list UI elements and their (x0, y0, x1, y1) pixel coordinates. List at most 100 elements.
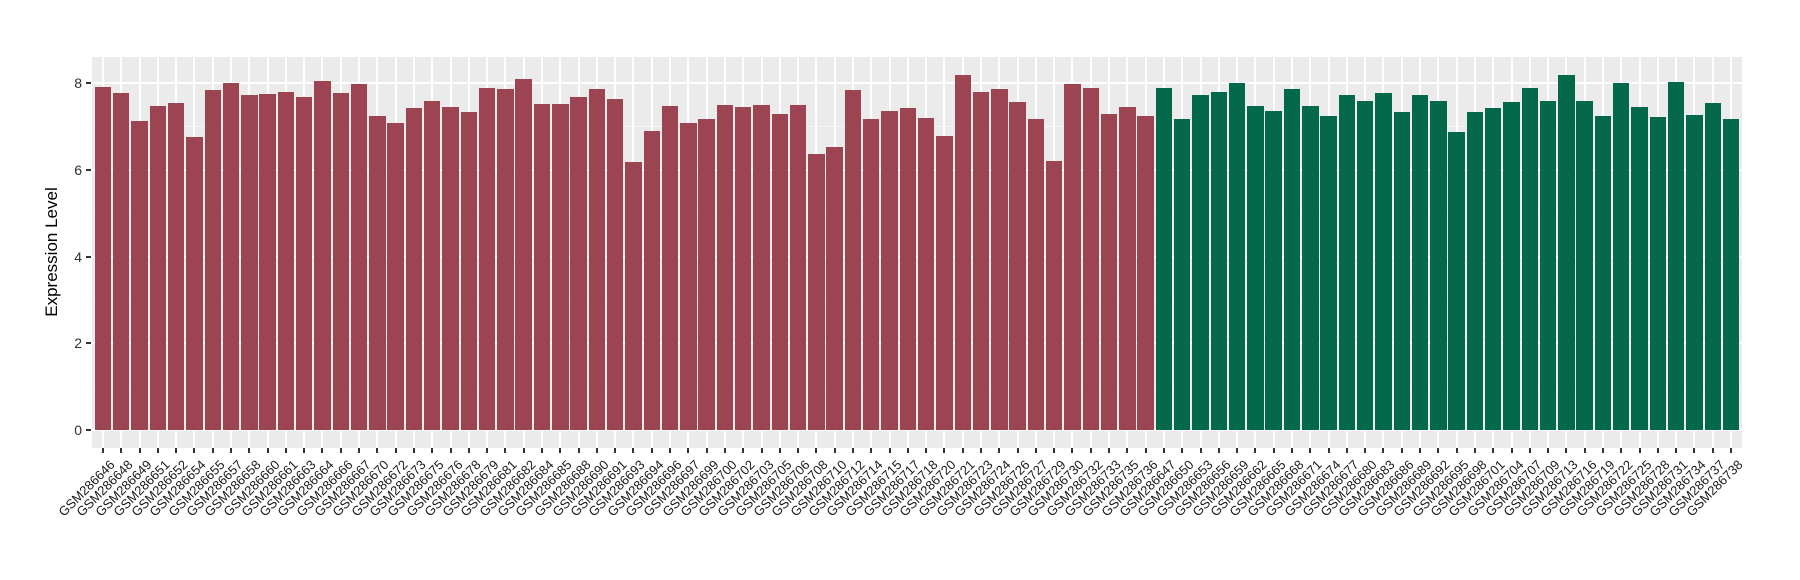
x-tick (632, 448, 635, 453)
bar-GSM286681 (497, 89, 514, 430)
gridline-minor-y (92, 299, 1742, 301)
bar-GSM286696 (661, 105, 679, 430)
x-tick (1400, 448, 1403, 453)
bar-GSM286700 (716, 104, 734, 430)
gridline-major-y (92, 342, 1742, 345)
y-tick-label: 6 (74, 161, 82, 178)
bar-GSM286655 (204, 89, 221, 430)
bar-GSM286678 (460, 111, 478, 430)
x-tick (339, 448, 342, 453)
bar-GSM286725 (1631, 107, 1648, 430)
bar-GSM286695 (1448, 131, 1465, 430)
x-tick (906, 448, 909, 453)
bar-GSM286723 (972, 92, 990, 430)
x-tick (284, 448, 287, 453)
x-tick (193, 448, 196, 453)
x-tick (1108, 448, 1111, 453)
bar-GSM286710 (826, 146, 843, 430)
bar-GSM286690 (588, 89, 606, 430)
bar-GSM286648 (113, 93, 130, 430)
bar-GSM286657 (222, 83, 240, 430)
x-tick (870, 448, 873, 453)
bar-GSM286719 (1594, 115, 1612, 430)
x-tick (376, 448, 379, 453)
x-tick (1089, 448, 1092, 453)
x-tick (1181, 448, 1184, 453)
x-tick (1126, 448, 1129, 453)
x-tick (1528, 448, 1531, 453)
bar-GSM286726 (1009, 102, 1026, 430)
bar-GSM286722 (1613, 83, 1630, 430)
bar-GSM286676 (442, 106, 459, 430)
y-tick-label: 0 (74, 422, 82, 438)
bar-GSM286674 (1320, 115, 1337, 430)
x-tick (1382, 448, 1385, 453)
y-tick (86, 342, 91, 345)
bar-GSM286654 (186, 137, 203, 430)
bar-GSM286713 (1558, 75, 1575, 430)
bar-GSM286701 (1484, 107, 1502, 430)
x-tick (1217, 448, 1220, 453)
x-tick (1711, 448, 1714, 453)
bar-GSM286717 (899, 107, 917, 430)
x-tick (1565, 448, 1568, 453)
x-tick (705, 448, 708, 453)
x-tick (760, 448, 763, 453)
bar-GSM286729 (1045, 160, 1063, 430)
x-tick (1016, 448, 1019, 453)
gridline-major-y (92, 168, 1742, 171)
y-tick-label: 8 (74, 75, 82, 92)
bar-GSM286727 (1027, 118, 1045, 430)
x-tick (778, 448, 781, 453)
x-tick (101, 448, 104, 453)
bar-GSM286653 (1192, 94, 1209, 430)
bar-GSM286647 (1155, 88, 1173, 430)
bar-GSM286671 (1302, 105, 1319, 430)
x-tick (1199, 448, 1202, 453)
bar-GSM286730 (1064, 83, 1081, 430)
gridline-minor-y (92, 386, 1742, 388)
x-tick (1034, 448, 1037, 453)
x-tick (1345, 448, 1348, 453)
x-tick (1162, 448, 1165, 453)
bar-GSM286691 (606, 99, 624, 430)
bar-GSM286666 (332, 92, 349, 430)
x-tick (321, 448, 324, 453)
x-tick (723, 448, 726, 453)
gridline-minor-y (92, 126, 1742, 128)
bar-GSM286712 (844, 89, 862, 430)
x-tick (851, 448, 854, 453)
x-tick (120, 448, 123, 453)
bar-GSM286663 (295, 97, 313, 430)
x-tick (1675, 448, 1678, 453)
x-tick (797, 448, 800, 453)
x-tick (1254, 448, 1257, 453)
bar-GSM286708 (808, 153, 825, 430)
bar-GSM286715 (881, 111, 898, 430)
y-tick-label: 2 (74, 335, 82, 352)
bar-GSM286672 (387, 123, 404, 430)
bar-GSM286702 (734, 106, 752, 430)
bar-GSM286664 (314, 80, 331, 430)
x-tick (815, 448, 818, 453)
y-tick (86, 429, 91, 431)
bar-GSM286709 (1539, 101, 1557, 430)
bar-GSM286661 (277, 91, 295, 430)
x-tick (1583, 448, 1586, 453)
x-tick (1638, 448, 1641, 453)
x-tick (412, 448, 415, 453)
bar-GSM286680 (1356, 101, 1374, 430)
x-tick (303, 448, 306, 453)
bar-GSM286659 (1228, 83, 1246, 430)
y-tick (86, 82, 91, 85)
bar-GSM286682 (515, 78, 532, 430)
x-tick (888, 448, 891, 453)
bar-GSM286731 (1667, 81, 1685, 430)
bar-GSM286721 (954, 75, 971, 430)
x-tick (1473, 448, 1476, 453)
x-tick (358, 448, 361, 453)
x-tick (1492, 448, 1495, 453)
bar-GSM286670 (369, 115, 386, 430)
bar-GSM286699 (698, 118, 715, 430)
